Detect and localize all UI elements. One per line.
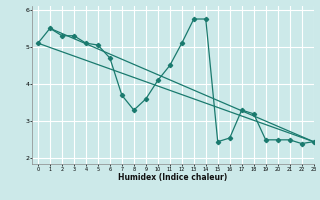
- X-axis label: Humidex (Indice chaleur): Humidex (Indice chaleur): [118, 173, 228, 182]
